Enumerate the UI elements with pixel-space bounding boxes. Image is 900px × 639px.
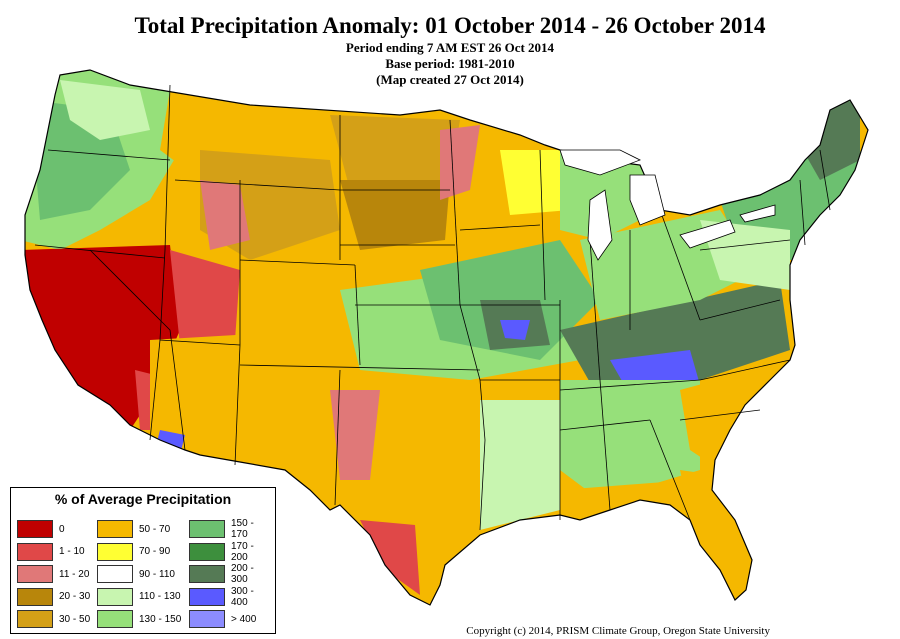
period-ending-line: Period ending 7 AM EST 26 Oct 2014	[345, 40, 555, 55]
legend-label: 20 - 30	[59, 591, 91, 603]
legend-item: 1 - 10	[17, 541, 97, 564]
legend-item: 11 - 20	[17, 563, 97, 586]
legend-swatch	[97, 610, 133, 629]
legend-label: 1 - 10	[59, 546, 85, 558]
great-lakes	[559, 149, 776, 261]
legend-item: 150 - 170	[189, 518, 273, 541]
legend-item: 170 - 200	[189, 541, 273, 564]
legend-item: 50 - 70	[97, 518, 189, 541]
legend-label: 30 - 50	[59, 613, 91, 625]
legend-item: 30 - 50	[17, 608, 97, 631]
legend-swatch	[97, 587, 133, 606]
legend-swatch	[17, 610, 53, 629]
legend-label: 90 - 110	[139, 568, 175, 580]
legend-swatch	[97, 542, 133, 561]
legend-label: > 400	[231, 613, 257, 625]
legend-item: 200 - 300	[189, 563, 273, 586]
legend-item: 0	[17, 518, 97, 541]
legend-label: 300 - 400	[231, 585, 254, 608]
legend-grid: 0 1 - 10 11 - 20 20 - 30 30 - 50 50 - 70…	[17, 518, 273, 631]
us-outline	[24, 69, 869, 606]
legend-swatch	[189, 520, 225, 539]
legend-label: 50 - 70	[139, 523, 171, 535]
legend-label: 110 - 130	[139, 591, 181, 603]
base-period-line: Base period: 1981-2010	[385, 56, 515, 71]
legend-item: 70 - 90	[97, 541, 189, 564]
legend-swatch	[97, 520, 133, 539]
legend-swatch	[189, 587, 225, 606]
map-created-line: (Map created 27 Oct 2014)	[376, 72, 524, 87]
legend-swatch	[97, 565, 133, 584]
title-block: Total Precipitation Anomaly: 01 October …	[0, 12, 900, 88]
legend-box: % of Average Precipitation 0 1 - 10 11 -…	[10, 487, 276, 634]
legend-label: 150 - 170	[231, 518, 254, 541]
legend-swatch	[189, 610, 225, 629]
legend-item: 300 - 400	[189, 586, 273, 609]
legend-label: 200 - 300	[231, 563, 254, 586]
legend-swatch	[17, 520, 53, 539]
legend-swatch	[17, 542, 53, 561]
legend-swatch	[17, 587, 53, 606]
legend-label: 170 - 200	[231, 540, 254, 563]
map-title: Total Precipitation Anomaly: 01 October …	[134, 13, 766, 38]
legend-label: 130 - 150	[139, 613, 182, 625]
anomaly-regions	[25, 70, 868, 600]
legend-label: 11 - 20	[59, 568, 90, 580]
legend-item: 90 - 110	[97, 563, 189, 586]
legend-label: 70 - 90	[139, 546, 171, 558]
legend-item: 130 - 150	[97, 608, 189, 631]
legend-item: 20 - 30	[17, 586, 97, 609]
legend-swatch	[17, 565, 53, 584]
legend-item: 110 - 130	[97, 586, 189, 609]
legend-label: 0	[59, 523, 65, 535]
legend-title: % of Average Precipitation	[54, 491, 232, 507]
state-borders	[34, 84, 831, 531]
copyright-notice: Copyright (c) 2014, PRISM Climate Group,…	[466, 625, 770, 637]
legend-item: > 400	[189, 608, 273, 631]
legend-swatch	[189, 542, 225, 561]
legend-swatch	[189, 565, 225, 584]
